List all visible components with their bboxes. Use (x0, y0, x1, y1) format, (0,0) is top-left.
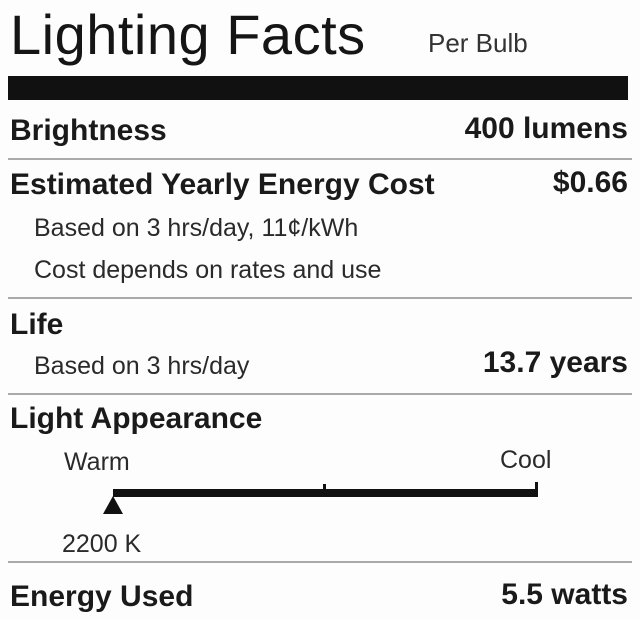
divider (8, 297, 632, 299)
brightness-value: 400 lumens (464, 112, 628, 145)
life-note: Based on 3 hrs/day (34, 352, 250, 380)
warm-label: Warm (64, 448, 130, 476)
life-value: 13.7 years (482, 346, 628, 379)
divider (8, 158, 632, 160)
energy-cost-note-2: Cost depends on rates and use (34, 256, 382, 284)
scale-end-tick (535, 482, 538, 496)
energy-used-value: 5.5 watts (501, 578, 628, 611)
energy-used-label: Energy Used (10, 580, 194, 613)
light-appearance-label: Light Appearance (10, 402, 263, 435)
brightness-label: Brightness (10, 114, 167, 147)
energy-cost-note-1: Based on 3 hrs/day, 11¢/kWh (34, 214, 359, 242)
color-temperature-value: 2200 K (62, 530, 142, 558)
scale-mid-tick (323, 484, 326, 494)
label-title: Lighting Facts (10, 3, 366, 66)
label-subtitle: Per Bulb (428, 28, 528, 58)
energy-cost-label: Estimated Yearly Energy Cost (10, 168, 435, 201)
energy-cost-value: $0.66 (552, 166, 628, 199)
divider (8, 561, 632, 563)
cool-label: Cool (500, 446, 552, 474)
header-bar (8, 76, 628, 100)
life-label: Life (10, 308, 64, 341)
temperature-marker (103, 496, 123, 514)
divider (8, 393, 632, 395)
